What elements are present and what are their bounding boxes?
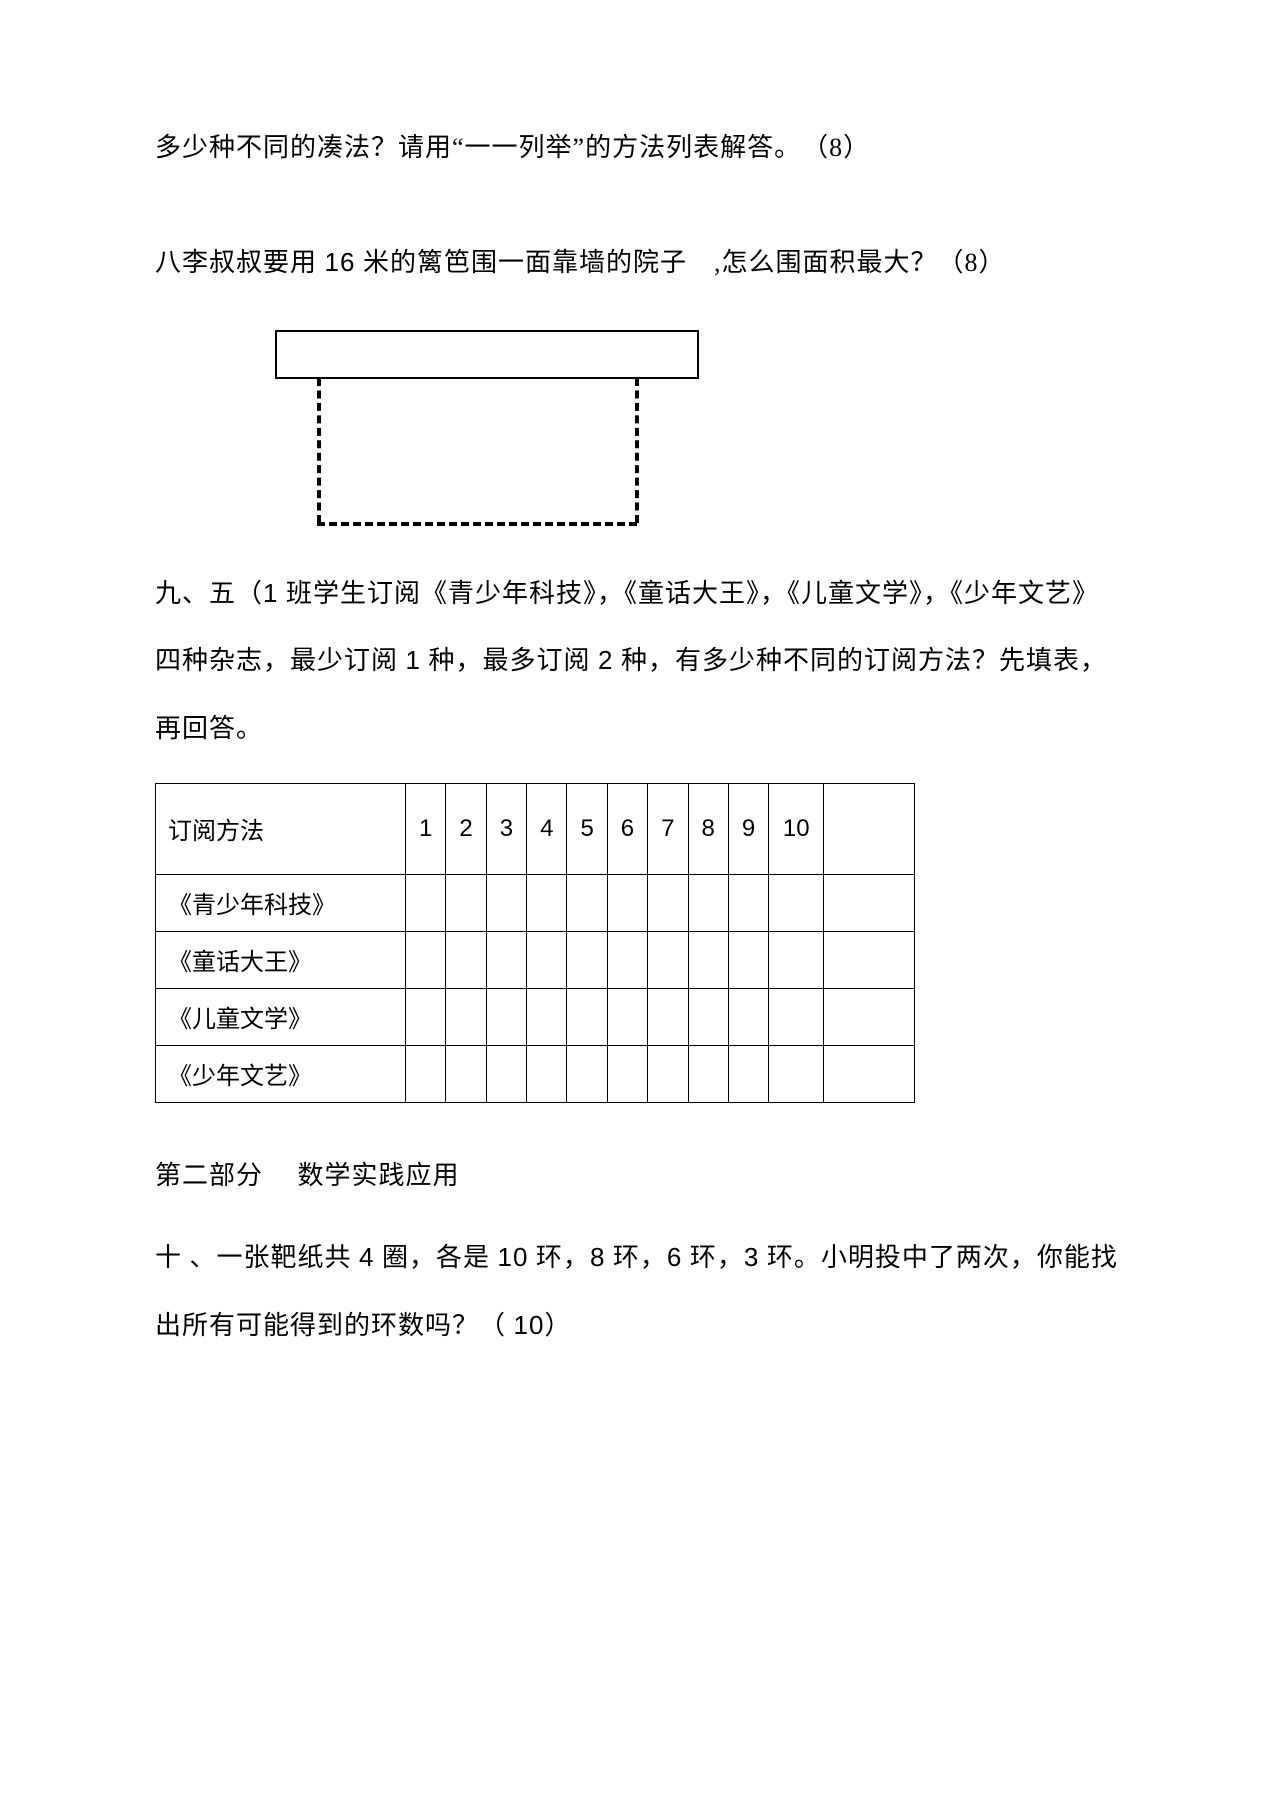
q10-n4: 6 xyxy=(667,1242,682,1272)
fence-right xyxy=(635,378,639,523)
fence-bottom xyxy=(317,522,637,526)
question-10: 十 、一张靶纸共 4 圈，各是 10 环，8 环，6 环，3 环。小明投中了两次… xyxy=(155,1224,1125,1359)
q9-num-1: 1 xyxy=(263,578,278,608)
question-7-continuation: 多少种不同的凑法？请用“一一列举”的方法列表解答。 （8） xyxy=(155,130,1125,166)
q8-text-b: 米的篱笆围一面靠墙的院子 ,怎么围面积最大？（8） xyxy=(355,248,1005,277)
q10-b: 圈，各是 xyxy=(374,1243,497,1272)
row-mag-2: 《童话大王》 xyxy=(156,931,406,988)
row-mag-3: 《儿童文学》 xyxy=(156,988,406,1045)
q10-n2: 10 xyxy=(498,1242,529,1272)
table-row: 《青少年科技》 xyxy=(156,874,915,931)
document-page: 多少种不同的凑法？请用“一一列举”的方法列表解答。 （8） 八李叔叔要用 16 … xyxy=(0,0,1275,1804)
table-row: 《儿童文学》 xyxy=(156,988,915,1045)
part-2-heading: 第二部分 数学实践应用 xyxy=(155,1158,1125,1194)
col-8: 8 xyxy=(688,783,728,874)
col-blank xyxy=(824,783,915,874)
q9-num-2: 1 xyxy=(406,645,421,675)
col-5: 5 xyxy=(567,783,607,874)
row-mag-1: 《青少年科技》 xyxy=(156,874,406,931)
question-8: 八李叔叔要用 16 米的篱笆围一面靠墙的院子 ,怎么围面积最大？（8） xyxy=(155,244,1125,281)
q10-g: ） xyxy=(544,1311,571,1340)
q10-n5: 3 xyxy=(744,1242,759,1272)
col-10: 10 xyxy=(769,783,824,874)
row-mag-4: 《少年文艺》 xyxy=(156,1045,406,1102)
col-3: 3 xyxy=(486,783,526,874)
col-9: 9 xyxy=(728,783,768,874)
subscription-table: 订阅方法 1 2 3 4 5 6 7 8 9 10 《青少年科技》 《童话大王》… xyxy=(155,783,915,1103)
q10-e: 环， xyxy=(682,1243,744,1272)
q10-c: 环， xyxy=(528,1243,590,1272)
table-row: 《童话大王》 xyxy=(156,931,915,988)
fence-diagram xyxy=(275,330,695,530)
q10-a: 十 、一张靶纸共 xyxy=(155,1243,359,1272)
q9-text-a: 九、五（ xyxy=(155,579,263,608)
q9-num-3: 2 xyxy=(598,645,613,675)
col-7: 7 xyxy=(648,783,688,874)
col-1: 1 xyxy=(406,783,446,874)
q8-text-a: 八李叔叔要用 xyxy=(155,248,325,277)
col-6: 6 xyxy=(607,783,647,874)
table-row: 订阅方法 1 2 3 4 5 6 7 8 9 10 xyxy=(156,783,915,874)
question-9: 九、五（1 班学生订阅《青少年科技》，《童话大王》，《儿童文学》，《少年文艺》四… xyxy=(155,560,1125,763)
q10-n6: 10 xyxy=(514,1310,545,1340)
col-2: 2 xyxy=(446,783,486,874)
wall-rect xyxy=(275,330,699,379)
q10-n3: 8 xyxy=(590,1242,605,1272)
q8-number-16: 16 xyxy=(325,247,356,277)
table-header-method: 订阅方法 xyxy=(156,783,406,874)
q10-n1: 4 xyxy=(359,1242,374,1272)
col-4: 4 xyxy=(527,783,567,874)
fence-left xyxy=(317,378,321,523)
q10-d: 环， xyxy=(605,1243,667,1272)
table-row: 《少年文艺》 xyxy=(156,1045,915,1102)
q9-text-c: 种，最多订阅 xyxy=(421,646,598,675)
